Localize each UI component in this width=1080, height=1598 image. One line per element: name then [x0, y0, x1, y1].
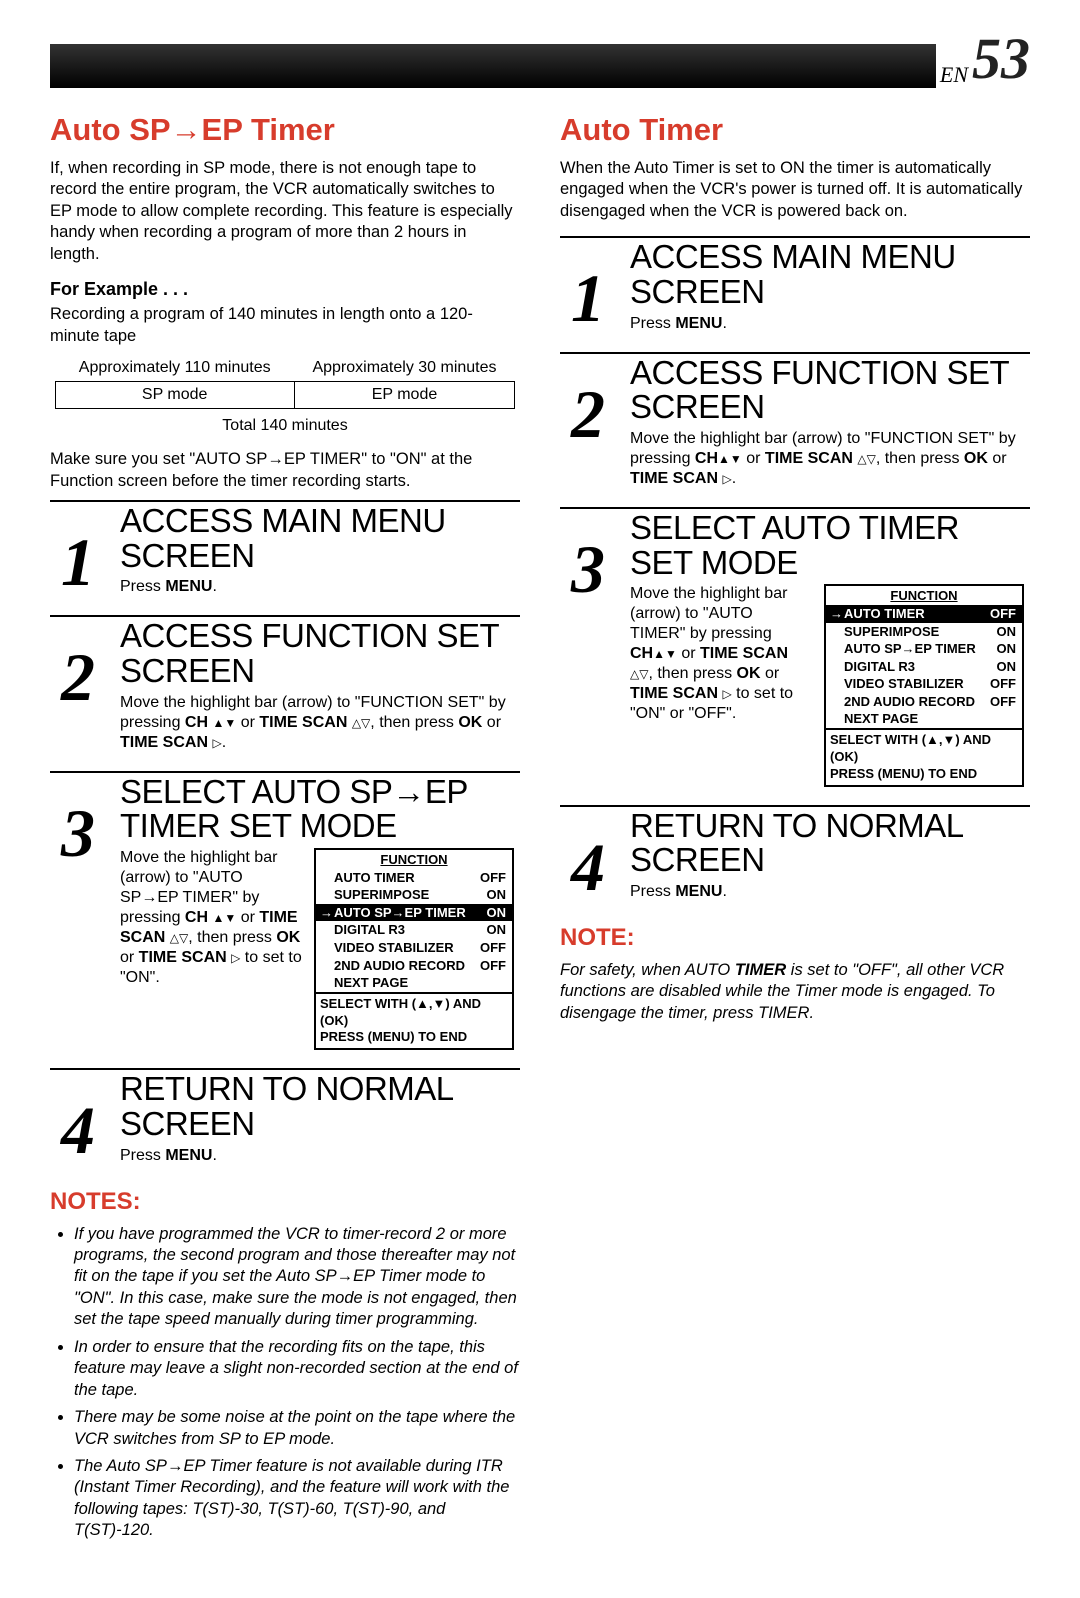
step-num: 3: [560, 539, 616, 600]
notes-heading: NOTES:: [50, 1188, 520, 1216]
note-item: The Auto SP→EP Timer feature is not avai…: [74, 1456, 520, 1542]
tape-c1: SP mode: [55, 382, 294, 409]
step-title: ACCESS MAIN MENU SCREEN: [630, 240, 1024, 309]
make-sure: Make sure you set "AUTO SP→EP TIMER" to …: [50, 449, 520, 492]
step-title: ACCESS MAIN MENU SCREEN: [120, 504, 514, 573]
tape-h1: Approximately 110 minutes: [55, 355, 294, 382]
function-box-right: FUNCTIONAUTO TIMEROFFSUPERIMPOSEONAUTO S…: [824, 584, 1024, 787]
right-title: Auto Timer: [560, 112, 1030, 148]
step-title: RETURN TO NORMAL SCREEN: [120, 1072, 514, 1141]
right-step-2: 2 ACCESS FUNCTION SET SCREEN Move the hi…: [560, 356, 1030, 489]
top-bar: EN 53: [50, 30, 1030, 88]
top-bar-black: [50, 44, 936, 88]
step-title: RETURN TO NORMAL SCREEN: [630, 809, 1024, 878]
right-intro: When the Auto Timer is set to ON the tim…: [560, 158, 1030, 222]
right-note: For safety, when AUTO TIMER is set to "O…: [560, 960, 1030, 1024]
step-num: 4: [560, 837, 616, 898]
note-item: There may be some noise at the point on …: [74, 1407, 520, 1450]
note-item: If you have programmed the VCR to timer-…: [74, 1224, 520, 1331]
left-step-3: 3 SELECT AUTO SP→EP TIMER SET MODE Move …: [50, 775, 520, 1051]
right-step-1: 1 ACCESS MAIN MENU SCREEN Press MENU.: [560, 240, 1030, 333]
left-step-1: 1 ACCESS MAIN MENU SCREEN Press MENU.: [50, 504, 520, 597]
step-num: 1: [560, 268, 616, 329]
step-num: 2: [560, 384, 616, 445]
tape-h2: Approximately 30 minutes: [294, 355, 515, 382]
example-heading: For Example . . .: [50, 279, 520, 300]
tape-c2: EP mode: [294, 382, 515, 409]
step-body: Move the highlight bar (arrow) to "FUNCT…: [630, 429, 1024, 489]
step-body: Move the highlight bar (arrow) to "AUTO …: [120, 848, 302, 988]
step-body: Move the highlight bar (arrow) to "AUTO …: [630, 584, 812, 724]
step-num: 2: [50, 647, 106, 708]
en-label: EN: [940, 62, 968, 88]
step-body: Press MENU.: [630, 882, 1024, 902]
step-body: Press MENU.: [120, 1146, 514, 1166]
step-title: ACCESS FUNCTION SET SCREEN: [120, 619, 514, 688]
left-step-2: 2 ACCESS FUNCTION SET SCREEN Move the hi…: [50, 619, 520, 752]
step-num: 4: [50, 1100, 106, 1161]
right-column: Auto Timer When the Auto Timer is set to…: [560, 112, 1030, 1548]
step-body: Move the highlight bar (arrow) to "FUNCT…: [120, 693, 514, 753]
note-heading: NOTE:: [560, 924, 1030, 952]
notes-list: If you have programmed the VCR to timer-…: [50, 1224, 520, 1542]
tape-total: Total 140 minutes: [50, 417, 520, 435]
left-title: Auto SP→EP Timer: [50, 112, 520, 148]
tape-table: Approximately 110 minutes Approximately …: [55, 355, 516, 409]
left-step-4: 4 RETURN TO NORMAL SCREEN Press MENU.: [50, 1072, 520, 1165]
left-intro: If, when recording in SP mode, there is …: [50, 158, 520, 265]
example-text: Recording a program of 140 minutes in le…: [50, 304, 520, 347]
step-num: 1: [50, 532, 106, 593]
right-step-3: 3 SELECT AUTO TIMER SET MODE Move the hi…: [560, 511, 1030, 787]
note-item: In order to ensure that the recording fi…: [74, 1337, 520, 1401]
left-column: Auto SP→EP Timer If, when recording in S…: [50, 112, 520, 1548]
step-body: Press MENU.: [120, 577, 514, 597]
step-title: SELECT AUTO SP→EP TIMER SET MODE: [120, 775, 514, 844]
step-num: 3: [50, 803, 106, 864]
step-title: ACCESS FUNCTION SET SCREEN: [630, 356, 1024, 425]
step-title: SELECT AUTO TIMER SET MODE: [630, 511, 1024, 580]
page-number: 53: [972, 30, 1030, 88]
function-box-left: FUNCTIONAUTO TIMEROFFSUPERIMPOSEONAUTO S…: [314, 848, 514, 1051]
step-body: Press MENU.: [630, 314, 1024, 334]
right-step-4: 4 RETURN TO NORMAL SCREEN Press MENU.: [560, 809, 1030, 902]
